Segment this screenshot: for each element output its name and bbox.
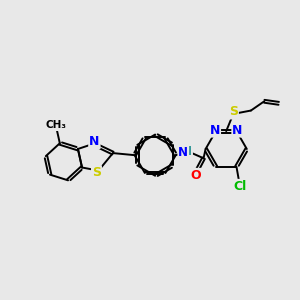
Text: H: H bbox=[182, 145, 192, 158]
Text: S: S bbox=[229, 106, 238, 118]
Text: CH₃: CH₃ bbox=[45, 120, 66, 130]
Text: N: N bbox=[210, 124, 220, 136]
Text: N: N bbox=[232, 124, 243, 136]
Text: S: S bbox=[92, 166, 101, 179]
Text: N: N bbox=[178, 146, 188, 159]
Text: O: O bbox=[190, 169, 201, 182]
Text: N: N bbox=[89, 135, 100, 148]
Text: Cl: Cl bbox=[233, 180, 246, 193]
